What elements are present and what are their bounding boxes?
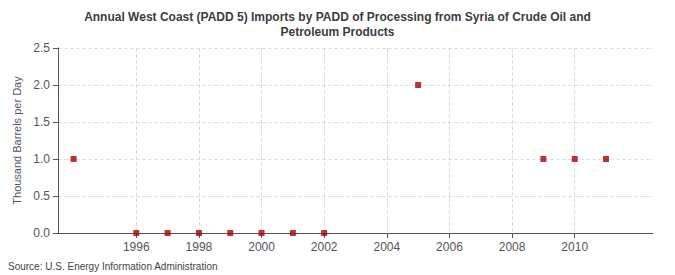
svg-text:Petroleum Products: Petroleum Products [280,25,394,39]
svg-text:2004: 2004 [373,240,400,254]
svg-text:2006: 2006 [436,240,463,254]
svg-text:1996: 1996 [123,240,150,254]
svg-text:2.5: 2.5 [33,41,50,55]
svg-text:2000: 2000 [248,240,275,254]
svg-text:2008: 2008 [499,240,526,254]
svg-text:Thousand Barrels per Day: Thousand Barrels per Day [11,76,23,205]
svg-text:2.0: 2.0 [33,78,50,92]
svg-text:2002: 2002 [311,240,338,254]
svg-text:1.5: 1.5 [33,115,50,129]
svg-text:Source: U.S. Energy Informatio: Source: U.S. Energy Information Administ… [8,261,218,272]
svg-text:1.0: 1.0 [33,152,50,166]
svg-text:Annual West Coast (PADD 5) Imp: Annual West Coast (PADD 5) Imports by PA… [84,10,591,24]
svg-text:1998: 1998 [186,240,213,254]
svg-text:0.5: 0.5 [33,189,50,203]
svg-text:0.0: 0.0 [33,226,50,240]
svg-text:2010: 2010 [561,240,588,254]
